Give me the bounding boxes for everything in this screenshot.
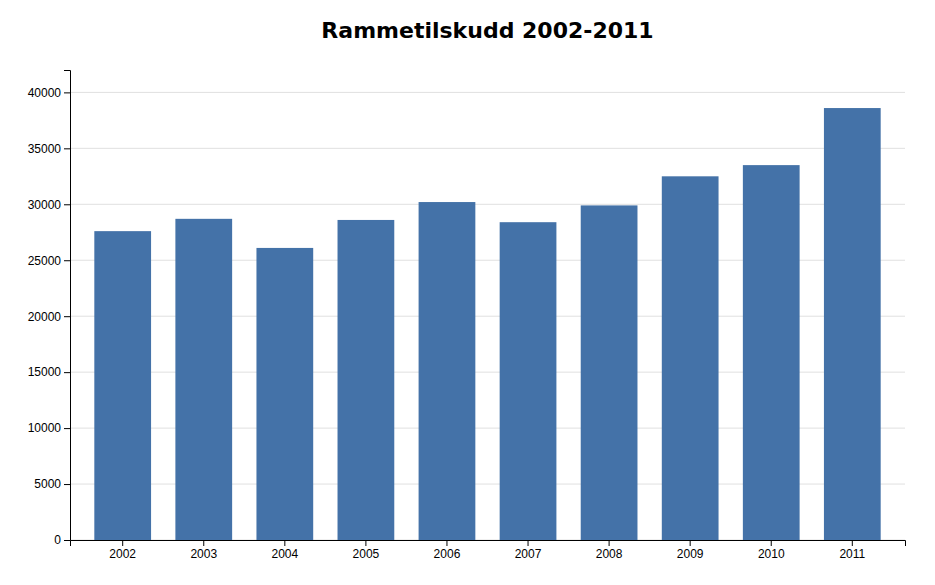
x-tick: 2006 <box>434 540 461 561</box>
x-tick-label: 2007 <box>515 547 542 561</box>
y-tick-mark <box>64 204 70 205</box>
y-tick-mark <box>64 148 70 149</box>
y-tick-mark <box>64 484 70 485</box>
x-tick: 2011 <box>839 540 865 561</box>
bar <box>824 108 881 540</box>
x-tick-mark <box>203 540 204 546</box>
x-axis-line <box>71 541 906 547</box>
y-axis-line <box>64 71 71 541</box>
bar <box>338 220 395 540</box>
x-tick-label: 2008 <box>596 547 623 561</box>
y-tick: 40000 <box>28 86 70 100</box>
y-tick: 25000 <box>28 254 70 268</box>
bar <box>175 219 232 540</box>
x-axis: 2002 2003 2004 2005 2006 2007 2008 2009 2010 2011 <box>71 540 906 561</box>
x-tick: 2008 <box>596 540 623 561</box>
x-tick-label: 2002 <box>109 547 136 561</box>
x-tick: 2010 <box>758 540 785 561</box>
x-tick-mark <box>771 540 772 546</box>
y-tick-label: 25000 <box>28 254 62 268</box>
grid <box>70 92 905 540</box>
x-tick: 2003 <box>190 540 217 561</box>
x-tick: 2002 <box>109 540 136 561</box>
title: Rammetilskudd 2002-2011 <box>321 18 653 43</box>
x-tick: 2007 <box>515 540 542 561</box>
x-tick-label: 2006 <box>434 547 461 561</box>
x-tick-label: 2004 <box>271 547 298 561</box>
y-tick-label: 40000 <box>28 86 62 100</box>
bar <box>662 176 719 540</box>
x-tick: 2005 <box>353 540 380 561</box>
y-tick-mark <box>64 428 70 429</box>
x-tick-label: 2005 <box>353 547 380 561</box>
x-tick-mark <box>284 540 285 546</box>
x-tick: 2009 <box>677 540 704 561</box>
y-tick-label: 15000 <box>28 365 62 379</box>
grid-line <box>70 148 905 149</box>
y-tick-mark <box>64 260 70 261</box>
chart: Rammetilskudd 2002-2011 0 5000 10000 15000 20… <box>0 0 935 585</box>
x-tick: 2004 <box>271 540 298 561</box>
x-tick-label: 2011 <box>839 547 865 561</box>
y-axis: 0 5000 10000 15000 20000 25000 30000 35000 40000 <box>28 71 71 548</box>
y-tick-mark <box>64 372 70 373</box>
y-tick: 10000 <box>28 421 70 435</box>
y-tick-label: 20000 <box>28 310 62 324</box>
y-tick-label: 10000 <box>28 421 62 435</box>
y-tick: 15000 <box>28 365 70 379</box>
y-tick-label: 0 <box>54 533 61 547</box>
bar <box>419 202 476 540</box>
y-tick: 5000 <box>34 477 70 491</box>
x-tick-label: 2009 <box>677 547 704 561</box>
y-tick: 0 <box>54 533 70 547</box>
plot: 0 5000 10000 15000 20000 25000 30000 35000 40000… <box>28 71 906 561</box>
bar <box>743 165 800 540</box>
x-tick-mark <box>446 540 447 546</box>
bars <box>94 108 880 540</box>
x-tick-label: 2003 <box>190 547 217 561</box>
y-tick-label: 5000 <box>34 477 61 491</box>
grid-line <box>70 92 905 93</box>
x-tick-mark <box>690 540 691 546</box>
x-tick-label: 2010 <box>758 547 785 561</box>
bar <box>581 205 638 540</box>
x-tick-mark <box>528 540 529 546</box>
x-tick-mark <box>609 540 610 546</box>
x-tick-mark <box>122 540 123 546</box>
y-tick-mark <box>64 540 70 541</box>
bar <box>256 248 313 540</box>
y-tick-label: 35000 <box>28 142 62 156</box>
x-tick-mark <box>852 540 853 546</box>
y-tick-mark <box>64 92 70 93</box>
bar <box>94 231 151 540</box>
y-tick: 20000 <box>28 310 70 324</box>
bar <box>500 222 557 540</box>
x-tick-mark <box>365 540 366 546</box>
y-tick: 35000 <box>28 142 70 156</box>
y-tick-label: 30000 <box>28 198 62 212</box>
y-tick: 30000 <box>28 198 70 212</box>
y-tick-mark <box>64 316 70 317</box>
